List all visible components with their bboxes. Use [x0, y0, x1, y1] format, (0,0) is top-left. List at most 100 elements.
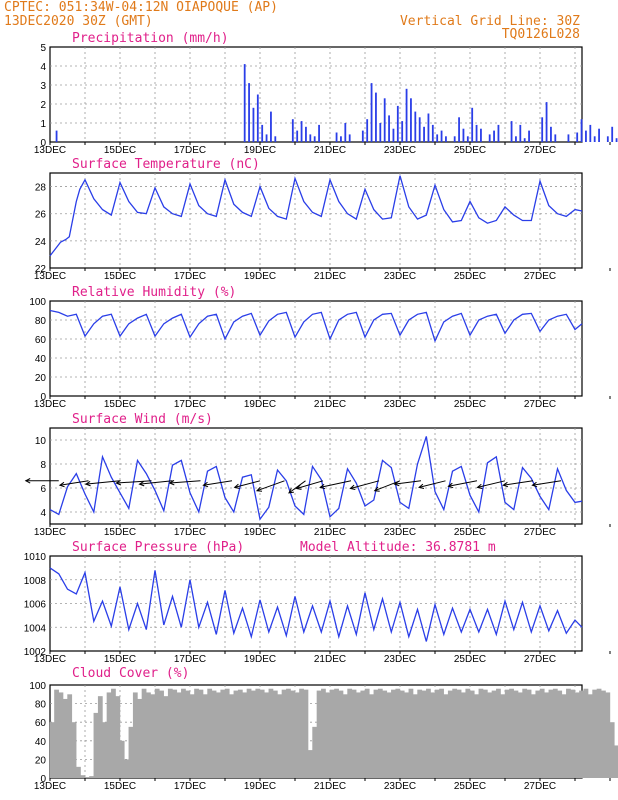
cloud-bar: [426, 688, 431, 778]
cloud-bar: [478, 688, 484, 778]
y-tick-label: 1: [40, 119, 46, 130]
wind-vector: [115, 480, 152, 486]
cloud-bar: [264, 692, 269, 778]
cloud-bar: [67, 694, 73, 778]
precip-bar: [305, 126, 307, 142]
wind-vector-head: [233, 483, 240, 489]
precip-bar: [274, 136, 277, 142]
y-tick-label: 8: [40, 460, 46, 471]
wind-vector: [531, 480, 562, 488]
y-tick-label: 0: [40, 138, 46, 149]
wind-vector-head: [255, 486, 263, 492]
cloud-bar: [614, 745, 618, 778]
precip-bar: [252, 107, 255, 142]
panel-5: 0 20 40 60 80 100 13DEC 15DEC 17DEC 19DEC 21DEC 23D…: [29, 666, 618, 792]
cloud-bar: [303, 689, 309, 778]
cloud-bar: [128, 726, 134, 778]
wind-vector: [502, 480, 534, 488]
cloud-bar: [80, 775, 86, 778]
y-tick-label: 40: [35, 737, 47, 748]
x-tick-label: 17DEC: [174, 781, 206, 792]
cloud-bar: [412, 694, 418, 778]
cloud-bar: [124, 759, 129, 778]
wind-vector: [168, 479, 201, 486]
precip-bar: [348, 134, 351, 142]
precip-bar: [265, 134, 268, 142]
precip-bar: [466, 136, 469, 142]
series-line: [49, 567, 583, 642]
precip-bar: [410, 98, 412, 142]
panel-frame: [49, 172, 583, 269]
cloud-bar: [566, 688, 571, 778]
precip-bar: [313, 136, 316, 142]
precip-bar: [261, 124, 264, 142]
precip-bar: [567, 134, 570, 142]
x-tick-label: 17DEC: [174, 145, 206, 156]
wind-vector: [24, 478, 59, 484]
wind-vector-shaft: [394, 480, 422, 485]
precip-bar: [366, 119, 369, 142]
x-tick-label: 21DEC: [314, 527, 346, 538]
x-tick-label: 17DEC: [174, 527, 206, 538]
y-tick-label: 6: [40, 484, 46, 495]
wind-vector-head: [373, 486, 380, 492]
wind-vector-head: [84, 480, 91, 487]
wind-vector-shaft: [234, 480, 261, 488]
precip-bar: [541, 117, 544, 142]
precip-bar: [593, 136, 596, 142]
y-tick-label: 26: [35, 210, 47, 221]
cloud-bar: [373, 689, 379, 778]
precip-bar: [545, 102, 548, 142]
y-tick-label: 80: [35, 700, 47, 711]
precip-bar: [396, 105, 399, 142]
cloud-bar: [587, 694, 593, 778]
cloud-bar: [500, 694, 506, 778]
cloud-bar: [434, 689, 440, 778]
precip-bar: [388, 115, 390, 142]
wind-vector-head: [295, 484, 302, 490]
cloud-bar: [487, 692, 493, 778]
precip-bar: [375, 92, 377, 142]
wind-vector-head: [502, 481, 509, 488]
wind-vector: [418, 480, 446, 489]
precip-bar: [475, 124, 478, 142]
precip-bar: [344, 123, 347, 142]
x-tick-label: 15DEC: [104, 399, 136, 410]
precip-bar: [309, 134, 312, 142]
precip-bar: [458, 117, 460, 142]
precip-bar: [480, 128, 482, 142]
x-tick-label: 13DEC: [34, 271, 66, 282]
y-tick-label: 3: [40, 81, 46, 92]
cloud-bar: [452, 688, 458, 778]
cloud-bar: [115, 696, 121, 778]
cloud-bar: [202, 694, 208, 778]
cloud-bar: [570, 689, 576, 778]
x-tick-label: 21DEC: [314, 654, 346, 665]
precip-bar: [440, 130, 443, 142]
wind-vector-head: [319, 483, 326, 490]
precip-bar: [300, 121, 303, 142]
precip-bar: [291, 119, 294, 142]
cloud-bar: [386, 692, 392, 778]
wind-vector: [138, 480, 173, 487]
wind-vector-head: [58, 481, 65, 488]
cloud-bar: [233, 690, 239, 778]
cloud-bar: [369, 694, 374, 778]
y-tick-label: 24: [35, 237, 47, 248]
precip-bar: [55, 130, 58, 142]
wind-vector-shaft: [320, 480, 352, 488]
y-tick-label: 100: [29, 297, 46, 308]
cloud-bar: [294, 692, 300, 778]
cloud-bar: [347, 688, 353, 778]
y-tick-label: 40: [35, 354, 47, 365]
precip-bar: [405, 88, 408, 142]
cloud-bar: [176, 692, 182, 778]
cloud-bar: [601, 690, 606, 778]
wind-vector-head: [393, 480, 400, 487]
cloud-bar: [211, 690, 217, 778]
precip-bar: [414, 111, 417, 142]
wind-vector: [255, 480, 285, 492]
precip-bar: [471, 107, 474, 142]
cloud-bar: [430, 692, 436, 778]
